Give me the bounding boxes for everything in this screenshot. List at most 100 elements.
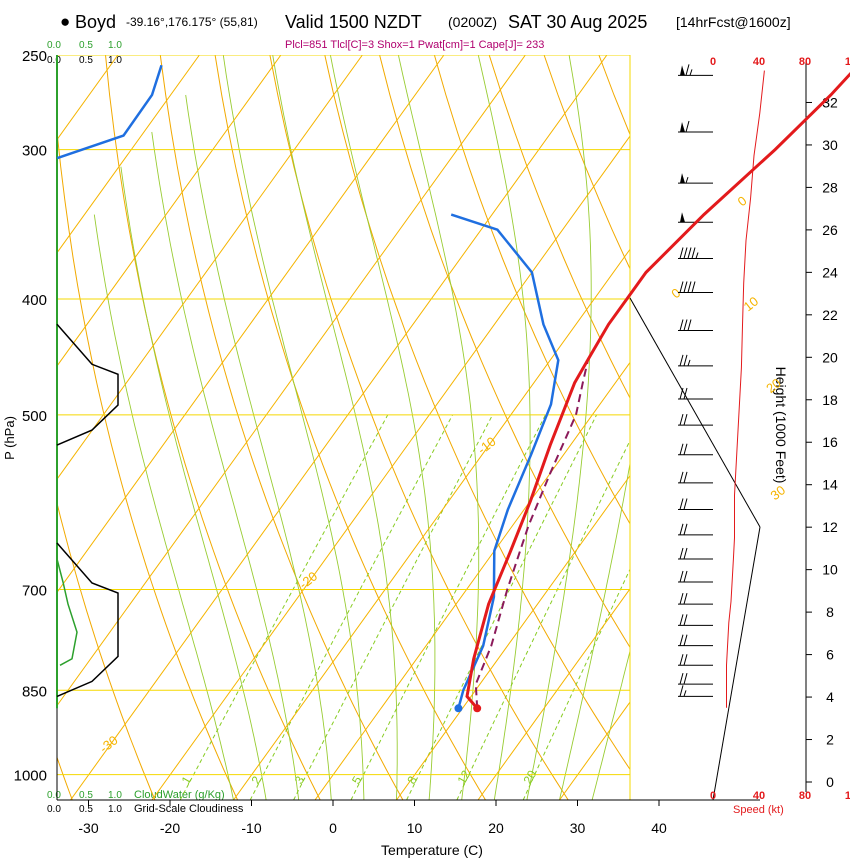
forecast-label: [14hrFcst@1600z] bbox=[676, 14, 791, 30]
wind-barb bbox=[678, 673, 713, 685]
temperature-tick-label: 10 bbox=[407, 820, 423, 836]
dry-adiabat bbox=[379, 55, 630, 649]
temperature-tick-label: -30 bbox=[78, 820, 98, 836]
wind-barb bbox=[678, 354, 713, 367]
cloudwater-scale-bottom-0: 0.0 bbox=[47, 790, 61, 801]
height-tick-label: 14 bbox=[822, 477, 838, 493]
cloudiness-scale-bottom-0: 0.0 bbox=[47, 804, 61, 815]
wind-barb bbox=[678, 654, 713, 666]
mixing-ratio-line bbox=[179, 414, 389, 800]
wind-panel-edge bbox=[629, 297, 761, 528]
isotherm bbox=[233, 248, 630, 800]
isotherm-label: 0 bbox=[735, 193, 750, 209]
cloudiness-scale-bottom-1: 0.5 bbox=[79, 804, 93, 815]
isotherm bbox=[641, 55, 850, 800]
isotherm bbox=[57, 55, 119, 141]
moist-adiabat bbox=[591, 649, 630, 800]
isotherm bbox=[477, 588, 630, 800]
height-tick-label: 12 bbox=[822, 519, 838, 535]
wind-barb bbox=[678, 685, 713, 697]
pressure-tick-label: 700 bbox=[22, 583, 47, 600]
moist-adiabat bbox=[120, 166, 267, 800]
speed-tick-label-bottom: 12 bbox=[845, 790, 850, 802]
moist-adiabat bbox=[93, 214, 234, 800]
mixing-ratio-label: 3 bbox=[292, 773, 308, 786]
height-tick-label: 2 bbox=[826, 732, 834, 748]
mixing-ratio-label: 12 bbox=[454, 768, 473, 787]
pressure-tick-label: 850 bbox=[22, 683, 47, 700]
height-tick-label: 30 bbox=[822, 137, 838, 153]
temperature-profile bbox=[465, 71, 850, 710]
cloudwater-scale-bottom-1: 0.5 bbox=[79, 790, 93, 801]
station-location: -39.16°,176.175° (55,81) bbox=[126, 15, 258, 29]
height-tick-label: 6 bbox=[826, 647, 834, 663]
height-tick-label: 4 bbox=[826, 689, 834, 705]
speed-axis-title: Speed (kt) bbox=[733, 804, 784, 816]
wind-barb bbox=[678, 523, 713, 536]
dry-adiabat bbox=[324, 55, 630, 771]
pressure-tick-label: 300 bbox=[22, 143, 47, 160]
isotherm bbox=[57, 55, 526, 707]
wind-barb bbox=[678, 593, 713, 605]
dewpoint-profile-upper bbox=[56, 64, 163, 160]
temperature-tick-label: 0 bbox=[329, 820, 337, 836]
valid-date: SAT 30 Aug 2025 bbox=[508, 12, 647, 32]
dewpoint-profile bbox=[450, 213, 560, 709]
isotherm bbox=[70, 55, 608, 800]
station-name: Boyd bbox=[75, 12, 116, 32]
cloudwater-scale-bottom-2: 1.0 bbox=[108, 790, 122, 801]
cloudiness-scale-bottom-2: 1.0 bbox=[108, 804, 122, 815]
wind-barb bbox=[678, 443, 713, 456]
cloudwater-scale-top-1: 0.5 bbox=[79, 40, 93, 51]
isotherm bbox=[314, 361, 630, 800]
wind-barb bbox=[678, 498, 713, 510]
cloudwater-label: CloudWater (g/Kg) bbox=[134, 789, 225, 801]
cloudiness-scale-top-2: 1.0 bbox=[108, 55, 122, 66]
wind-panel-edge bbox=[712, 526, 761, 801]
surface-dewpoint-point bbox=[454, 704, 463, 713]
mixing-ratio-label: 5 bbox=[349, 773, 365, 786]
height-axis-title: Height (1000 Feet) bbox=[773, 367, 789, 484]
wind-barb bbox=[678, 247, 713, 260]
cloudiness-scale-top-0: 0.0 bbox=[47, 55, 61, 66]
height-tick-label: 20 bbox=[822, 349, 838, 365]
valid-utc: (0200Z) bbox=[448, 14, 497, 30]
dry-adiabat bbox=[598, 55, 630, 136]
dry-adiabat bbox=[105, 55, 321, 800]
wind-barb bbox=[678, 120, 713, 133]
dry-adiabat bbox=[214, 55, 486, 800]
wind-barb bbox=[678, 570, 713, 583]
isotherm bbox=[57, 55, 200, 254]
moist-adiabat bbox=[151, 131, 300, 800]
height-tick-label: 18 bbox=[822, 392, 838, 408]
mixing-ratio-line bbox=[249, 414, 454, 800]
speed-tick-label-top: 80 bbox=[799, 56, 811, 68]
mixing-ratio-line bbox=[293, 414, 494, 800]
dry-adiabat bbox=[433, 55, 630, 525]
wind-barb bbox=[678, 212, 713, 223]
isotherm bbox=[57, 55, 363, 481]
speed-tick-label-top: 40 bbox=[753, 56, 765, 68]
mixing-ratio-label: 20 bbox=[520, 768, 539, 787]
temperature-tick-label: 40 bbox=[651, 820, 667, 836]
moist-adiabat bbox=[559, 460, 630, 800]
wind-barb bbox=[678, 614, 713, 626]
pressure-tick-label: 1000 bbox=[14, 768, 47, 785]
isotherm bbox=[57, 55, 445, 594]
wind-barb bbox=[678, 634, 713, 647]
surface-temperature-point bbox=[473, 704, 482, 713]
grid-lines bbox=[57, 55, 850, 800]
dry-adiabat bbox=[57, 501, 156, 800]
mixing-ratio-label: 1 bbox=[179, 773, 195, 786]
speed-tick-label-bottom: 40 bbox=[753, 790, 765, 802]
dry-adiabat bbox=[488, 55, 630, 400]
dry-adiabat bbox=[818, 55, 850, 800]
y-axis-title: P (hPa) bbox=[2, 416, 17, 460]
moist-adiabat bbox=[329, 55, 436, 800]
dry-adiabat bbox=[57, 126, 239, 800]
mixing-ratio-line bbox=[350, 414, 546, 800]
speed-tick-label-bottom: 0 bbox=[710, 790, 716, 802]
moist-adiabat bbox=[272, 55, 398, 800]
moist-adiabat bbox=[397, 55, 480, 800]
